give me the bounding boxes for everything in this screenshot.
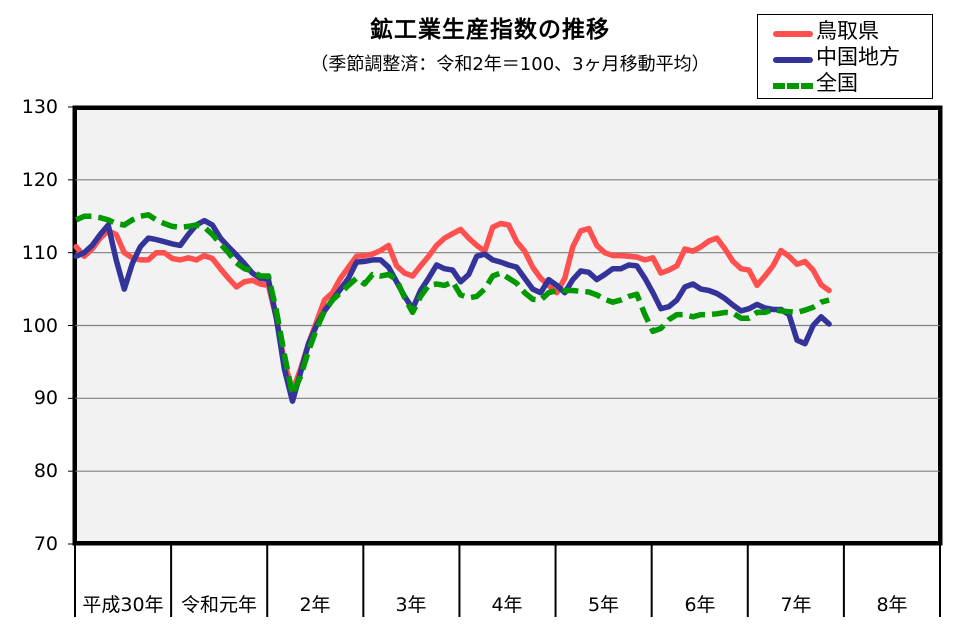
chart-title: 鉱工業生産指数の推移 [370, 17, 610, 43]
axes [68, 105, 943, 617]
y-tick-label: 120 [21, 169, 58, 191]
x-label-h30: 平成30年 [82, 594, 164, 616]
gridlines [75, 179, 940, 472]
x-label-r4: 4年 [491, 594, 523, 616]
legend: 鳥取県 中国地方 全国 [757, 14, 933, 99]
series-line-全国 [75, 212, 830, 398]
y-tick-label: 100 [21, 315, 58, 337]
y-tick-label: 70 [33, 533, 58, 555]
series-line-鳥取県 [73, 220, 832, 394]
legend-label: 中国地方 [816, 45, 900, 69]
x-label-r2: 2年 [299, 594, 331, 616]
x-label-r1: 令和元年 [180, 594, 257, 616]
x-label-r7: 7年 [780, 594, 812, 616]
legend-swatch-solid-blue [773, 57, 813, 63]
y-tick-label: 90 [33, 387, 58, 409]
chart-subtitle: （季節調整済：令和2年＝100、3ヶ月移動平均） [310, 54, 710, 75]
legend-swatch-dashed-green [773, 83, 813, 89]
legend-item-national: 全国 [758, 71, 932, 97]
x-label-r6: 6年 [684, 594, 716, 616]
y-tick-label: 130 [21, 96, 58, 118]
series-line-中国地方 [73, 217, 832, 404]
series-lines [73, 212, 832, 404]
legend-label: 鳥取県 [816, 19, 879, 43]
legend-swatch-solid-red [773, 31, 813, 37]
legend-label: 全国 [816, 71, 858, 95]
legend-item-tottori: 鳥取県 [758, 19, 932, 45]
y-tick-label: 80 [33, 460, 58, 482]
x-label-r8: 8年 [876, 594, 908, 616]
legend-item-chugoku: 中国地方 [758, 45, 932, 71]
x-label-r3: 3年 [395, 594, 427, 616]
y-tick-label: 110 [21, 242, 58, 264]
x-label-r5: 5年 [587, 594, 620, 616]
